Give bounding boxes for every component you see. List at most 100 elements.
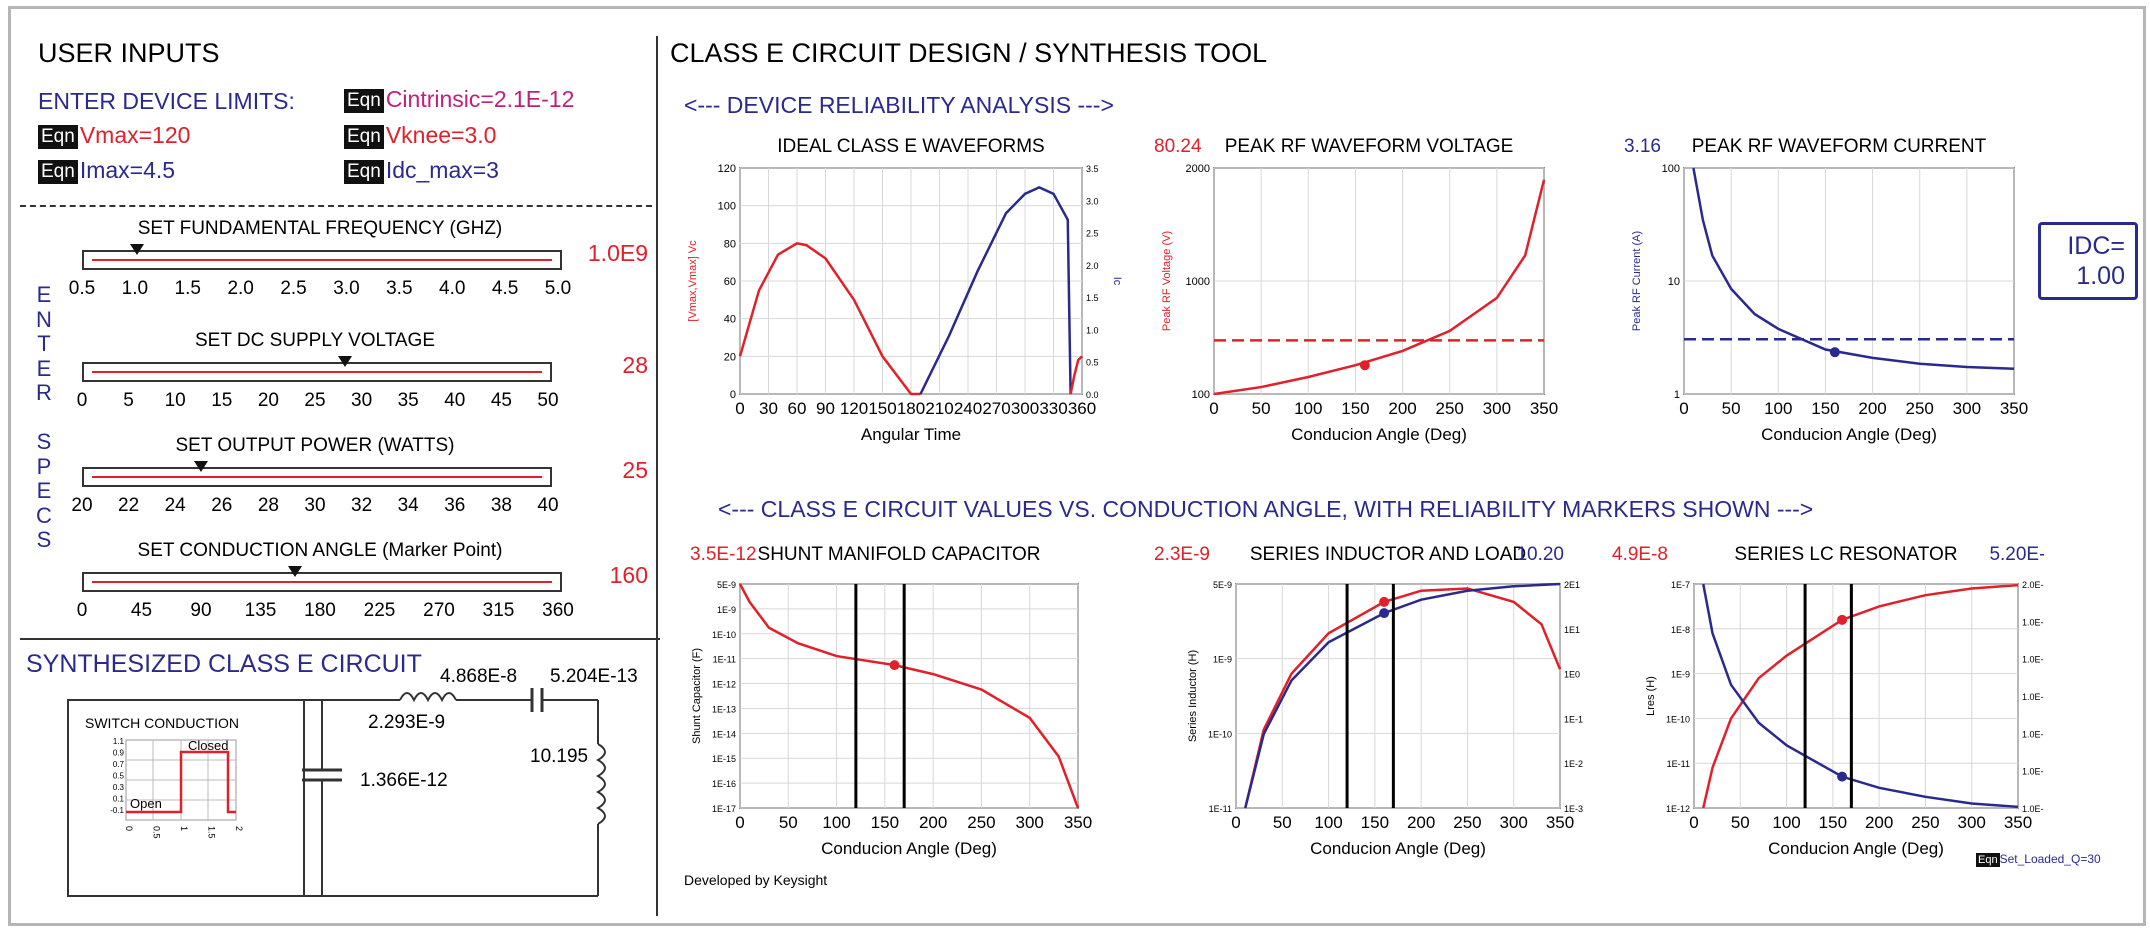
divider-dashed	[20, 205, 652, 207]
y-tick-label: 80	[724, 238, 736, 250]
y-right-tick-label: 1.5	[1086, 293, 1099, 303]
y-axis-label: Peak RF Current (A)	[1631, 231, 1643, 331]
marker-point	[1379, 596, 1390, 607]
chart-marker-value-2: 5.20E-13	[1989, 544, 2044, 565]
y-right-tick-label: 2.0	[1086, 261, 1099, 271]
imax-eqn[interactable]: Eqn Imax=4.5	[38, 157, 175, 184]
enter-specs-letter: R	[36, 380, 52, 405]
slider-thumb[interactable]	[337, 356, 352, 367]
switch-y-tick: -0.1	[110, 806, 124, 815]
x-tick-label: 0	[735, 813, 744, 832]
slider-thumb[interactable]	[288, 566, 303, 577]
series-line	[919, 185, 1072, 395]
y-tick-label: 1E-11	[713, 655, 736, 665]
shunt-capacitor-value: 1.366E-12	[360, 770, 448, 791]
y-tick-label: 100	[1192, 389, 1210, 401]
x-tick-label: 150	[1811, 399, 1839, 418]
imax-value: Imax=4.5	[79, 157, 176, 183]
y-right-tick-label: 1E0	[1564, 670, 1580, 680]
x-tick-label: 50	[1252, 399, 1271, 418]
enter-specs-letter: N	[36, 306, 52, 332]
eqn-badge: Eqn	[1976, 853, 2000, 867]
enter-specs-letter: P	[36, 453, 52, 479]
series-line	[1069, 355, 1083, 395]
y-right-tick-label: 2.5	[1086, 229, 1099, 239]
reliability-header: <--- DEVICE RELIABILITY ANALYSIS --->	[684, 92, 1114, 118]
slider-line	[92, 476, 542, 478]
slider-title: SET CONDUCTION ANGLE (Marker Point)	[137, 540, 503, 561]
y-right-tick-label: 1.0E-11	[2022, 729, 2044, 739]
y-tick-label: 1E-16	[712, 779, 736, 789]
y-tick-label: 1E-9	[1671, 670, 1690, 680]
slider-tick-label: 3.5	[386, 278, 413, 299]
slider-tick-label: 5	[123, 390, 134, 411]
x-axis-label: Angular Time	[861, 425, 961, 444]
y-right-tick-label: 1.0E-8	[2022, 617, 2044, 627]
x-tick-label: 250	[1453, 813, 1481, 832]
x-axis-label: Conducion Angle (Deg)	[1768, 839, 1944, 858]
y-tick-label: 1E-11	[1667, 759, 1690, 769]
slider-line	[92, 371, 542, 373]
slider-tick-label: 360	[542, 600, 574, 621]
slider-track[interactable]	[82, 566, 562, 592]
x-tick-label: 0	[735, 399, 744, 418]
y-tick-label: 1E-17	[712, 804, 736, 814]
set-loaded-q-eqn[interactable]: Eqn Set_Loaded_Q=30	[1976, 852, 2101, 867]
slider-track[interactable]	[82, 461, 552, 487]
slider-tick-label: 40	[444, 390, 466, 411]
x-tick-label: 200	[1388, 399, 1416, 418]
slider-tick-label: 34	[397, 495, 419, 516]
y-tick-label: 100	[1662, 163, 1680, 175]
slider-tick-label: 50	[537, 390, 559, 411]
chart-title: SHUNT MANIFOLD CAPACITOR	[758, 544, 1041, 565]
x-tick-label: 150	[871, 813, 899, 832]
y-right-axis-label: Ic	[1111, 277, 1122, 286]
x-tick-label: 250	[1906, 399, 1934, 418]
idc-value: 1.00	[2076, 262, 2125, 290]
x-tick-label: 50	[1722, 399, 1741, 418]
chart-1: PEAK RF WAVEFORM VOLTAGE 80.24 0 50 100 150 20…	[1154, 136, 1558, 444]
slider-thumb[interactable]	[129, 244, 144, 255]
slider-tick-label: 38	[490, 495, 512, 516]
vmax-eqn[interactable]: Eqn Vmax=120	[38, 122, 190, 149]
slider-tick-label: 15	[211, 390, 233, 411]
switch-y-tick: 0.1	[113, 795, 125, 804]
slider-tick-label: 225	[363, 600, 396, 621]
values-header: <--- CLASS E CIRCUIT VALUES VS. CONDUCTI…	[718, 496, 1814, 522]
switch-x-tick: 0.5	[152, 826, 162, 839]
idc-max-eqn[interactable]: Eqn Idc_max=3	[344, 157, 499, 184]
x-tick-label: 200	[1865, 813, 1893, 832]
slider-tick-label: 3.0	[333, 278, 360, 299]
slider-tick-label: 4.5	[491, 278, 519, 299]
x-tick-label: 200	[919, 813, 947, 832]
x-tick-label: 150	[1341, 399, 1369, 418]
x-tick-label: 350	[1546, 813, 1574, 832]
x-tick-label: 150	[1819, 813, 1847, 832]
vknee-eqn[interactable]: Eqn Vknee=3.0	[344, 122, 496, 149]
y-tick-label: 1E-10	[1208, 729, 1232, 739]
slider-tick-label: 270	[423, 600, 455, 621]
slider-tick-label: 315	[482, 600, 515, 621]
slider-tick-label: 32	[351, 495, 373, 516]
slider-thumb[interactable]	[193, 461, 208, 472]
y-right-tick-label: 2.0E-8	[2022, 580, 2044, 590]
series-line	[1702, 583, 2019, 809]
x-tick-label: 300	[1953, 399, 1981, 418]
slider-title: SET FUNDAMENTAL FREQUENCY (GHZ)	[137, 218, 503, 239]
slider-track[interactable]	[82, 356, 552, 382]
chart-title: IDEAL CLASS E WAVEFORMS	[777, 136, 1044, 157]
x-tick-label: 200	[1858, 399, 1886, 418]
x-tick-label: 350	[1064, 813, 1092, 832]
y-right-tick-label: 1E-1	[1564, 714, 1583, 724]
slider-tick-label: 36	[444, 495, 466, 516]
cintrinsic-eqn[interactable]: Eqn Cintrinsic=2.1E-12	[344, 86, 574, 113]
slider-tick-label: 20	[257, 390, 279, 411]
x-axis-label: Conducion Angle (Deg)	[821, 839, 997, 858]
slider-tick-label: 135	[244, 600, 277, 621]
y-tick-label: 1E-13	[712, 704, 736, 714]
set-loaded-q-value: Set_Loaded_Q=30	[1999, 852, 2101, 866]
x-tick-label: 240	[954, 399, 982, 418]
slider-track[interactable]	[82, 244, 562, 270]
x-tick-label: 100	[1764, 399, 1792, 418]
chart-title: PEAK RF WAVEFORM VOLTAGE	[1225, 136, 1514, 157]
